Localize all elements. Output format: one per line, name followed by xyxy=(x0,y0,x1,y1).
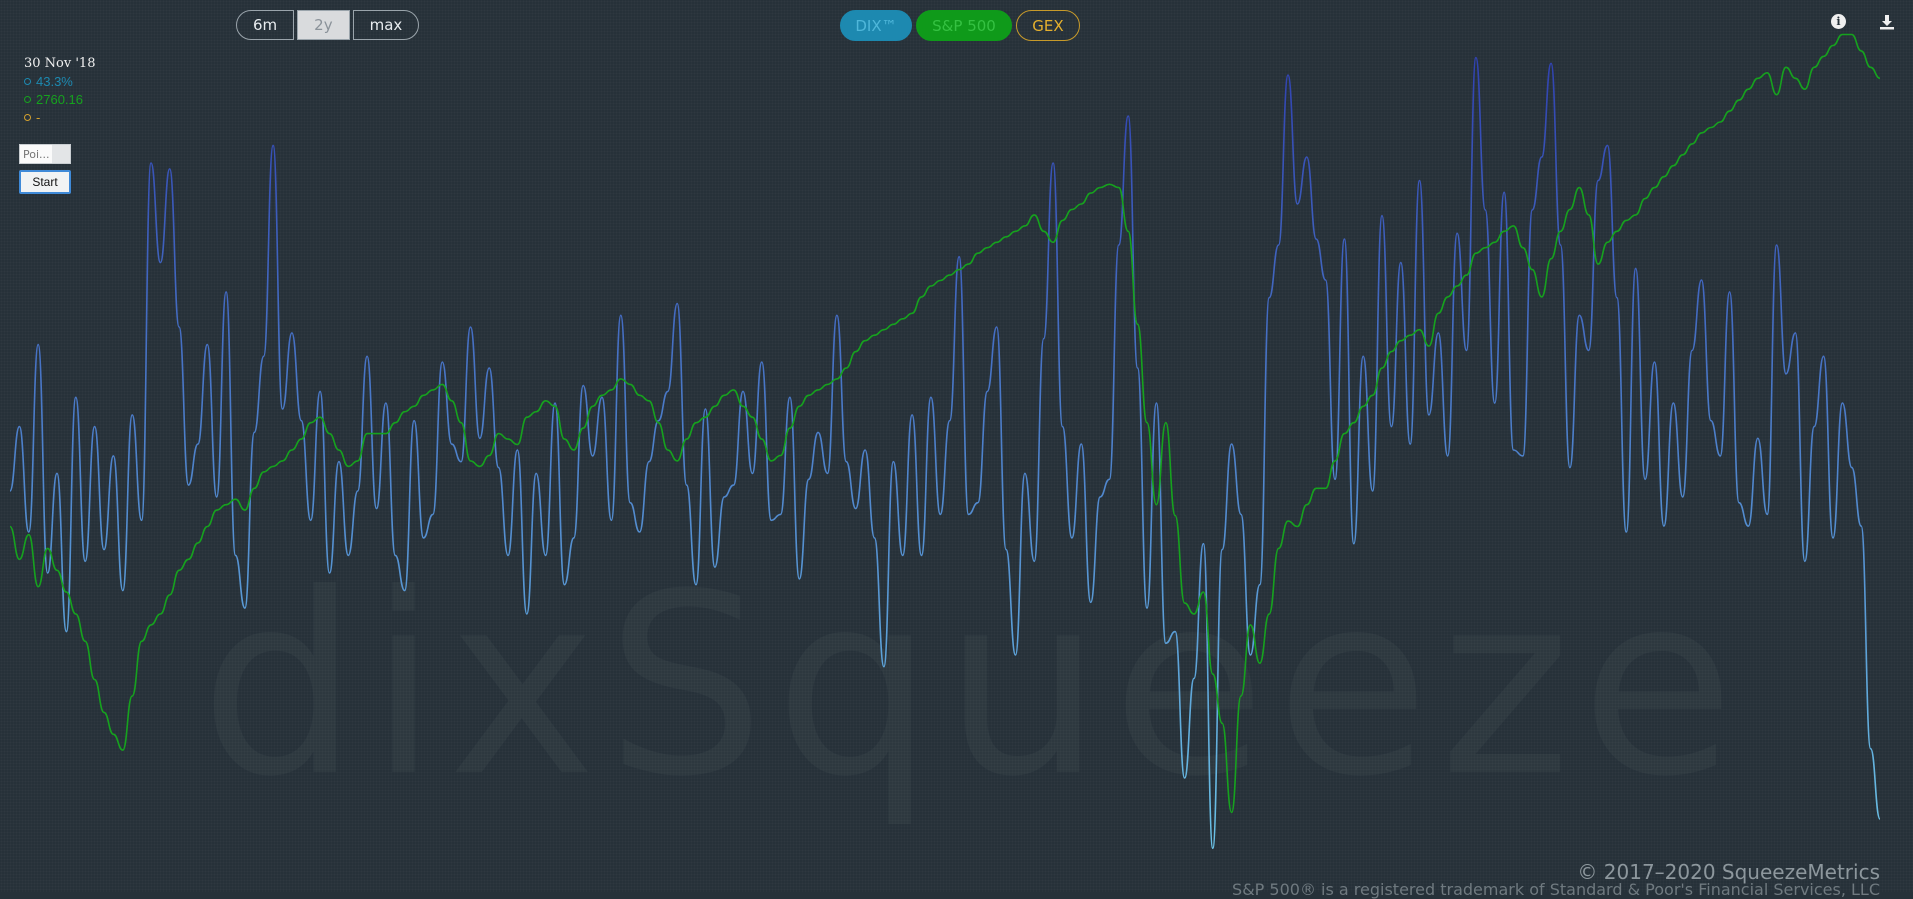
spx-marker-icon xyxy=(24,96,31,103)
dix-series-line xyxy=(9,56,1881,850)
range-6m-button[interactable]: 6m xyxy=(236,10,295,40)
dix-toggle-button[interactable]: DIX™ xyxy=(840,10,912,41)
spx-series-line xyxy=(9,33,1881,814)
tooltip-gex-value: - xyxy=(36,110,41,125)
hover-tooltip: 30 Nov '18 43.3% 2760.16 - xyxy=(24,56,95,125)
tooltip-row-spx: 2760.16 xyxy=(24,92,95,107)
spx-toggle-button[interactable]: S&P 500 xyxy=(916,10,1012,41)
tooltip-dix-value: 43.3% xyxy=(36,74,73,89)
trademark-text: S&P 500® is a registered trademark of St… xyxy=(1232,880,1880,899)
tooltip-date: 30 Nov '18 xyxy=(24,56,96,71)
tooltip-row-gex: - xyxy=(24,110,95,125)
range-selector: 6m 2y max xyxy=(236,10,420,40)
gex-marker-icon xyxy=(24,114,31,121)
info-icon[interactable]: i xyxy=(1831,14,1846,29)
dix-marker-icon xyxy=(24,78,31,85)
tooltip-row-dix: 43.3% xyxy=(24,74,95,89)
series-toggle-group: DIX™ S&P 500 GEX xyxy=(840,10,1080,41)
download-icon[interactable] xyxy=(1879,14,1895,30)
copyright-text: © 2017–2020 SqueezeMetrics xyxy=(1577,860,1880,884)
tooltip-spx-value: 2760.16 xyxy=(36,92,83,107)
range-max-button[interactable]: max xyxy=(352,10,420,40)
gex-toggle-button[interactable]: GEX xyxy=(1016,10,1080,41)
point-stepper[interactable] xyxy=(52,145,70,163)
range-2y-button[interactable]: 2y xyxy=(297,10,350,40)
start-button[interactable]: Start xyxy=(19,170,71,194)
